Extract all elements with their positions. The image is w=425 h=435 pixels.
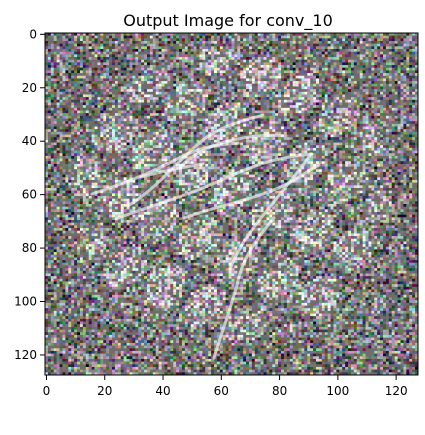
x-axis-ticks: 0 20 40 60 80 100 120: [43, 375, 408, 398]
feature-map-noise-texture: [45, 33, 419, 376]
plot-frame: [44, 32, 419, 376]
y-tick-label-0: 0: [29, 27, 37, 41]
figure-title: Output Image for conv_10: [123, 11, 333, 31]
feature-map-bright-edges: [90, 113, 321, 360]
y-tick-label-60: 60: [22, 188, 37, 202]
feature-map-image: [45, 33, 419, 376]
y-tick-label-80: 80: [22, 241, 37, 255]
x-tick-label-0: 0: [43, 384, 51, 398]
y-tick-label-100: 100: [14, 295, 37, 309]
x-tick-label-60: 60: [214, 384, 229, 398]
x-tick-label-100: 100: [326, 384, 349, 398]
y-tick-label-20: 20: [22, 81, 37, 95]
x-tick-label-40: 40: [155, 384, 170, 398]
x-tick-label-80: 80: [272, 384, 287, 398]
x-tick-label-120: 120: [385, 384, 408, 398]
x-tick-label-20: 20: [97, 384, 112, 398]
y-tick-label-120: 120: [14, 348, 37, 362]
y-tick-label-40: 40: [22, 134, 37, 148]
y-axis-ticks: 0 20 40 60 80 100 120: [14, 27, 45, 362]
